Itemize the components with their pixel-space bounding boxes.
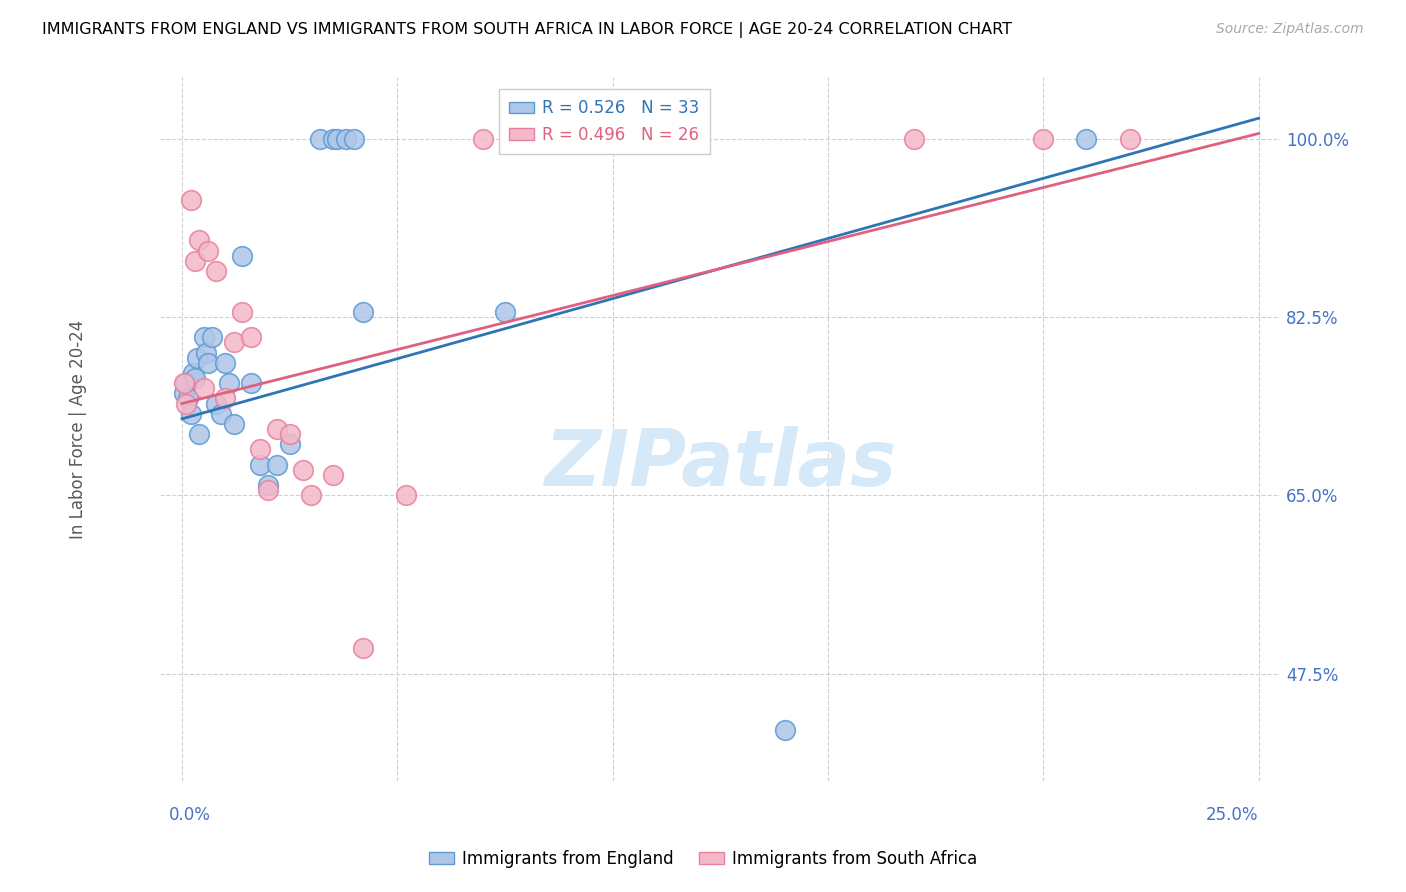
Point: [322, 467, 344, 482]
Point: [214, 356, 236, 370]
Point: [184, 371, 207, 385]
Point: [231, 305, 253, 319]
Point: [173, 386, 195, 401]
Point: [222, 335, 245, 350]
Point: [352, 641, 374, 656]
Point: [186, 351, 208, 365]
Point: [266, 458, 288, 472]
Point: [180, 407, 202, 421]
Point: [326, 131, 349, 145]
Text: Source: ZipAtlas.com: Source: ZipAtlas.com: [1216, 22, 1364, 37]
Point: [231, 249, 253, 263]
Point: [181, 366, 204, 380]
Point: [257, 483, 280, 498]
Point: [222, 417, 245, 431]
Point: [214, 392, 236, 406]
Point: [188, 234, 211, 248]
Point: [494, 305, 516, 319]
Point: [352, 305, 374, 319]
Point: [205, 264, 228, 278]
Point: [201, 330, 224, 344]
Point: [173, 376, 195, 391]
Point: [205, 396, 228, 410]
Point: [257, 478, 280, 492]
Legend: Immigrants from England, Immigrants from South Africa: Immigrants from England, Immigrants from…: [422, 844, 984, 875]
Point: [177, 392, 200, 406]
Point: [184, 253, 207, 268]
Text: In Labor Force | Age 20-24: In Labor Force | Age 20-24: [69, 319, 87, 539]
Text: ZIPatlas: ZIPatlas: [544, 426, 897, 502]
Point: [278, 437, 301, 451]
Point: [278, 427, 301, 442]
Point: [623, 131, 645, 145]
Text: 25.0%: 25.0%: [1206, 806, 1258, 824]
Point: [249, 458, 271, 472]
Point: [239, 376, 262, 391]
Point: [266, 422, 288, 436]
Point: [1118, 131, 1140, 145]
Point: [249, 442, 271, 457]
Point: [299, 488, 322, 502]
Point: [291, 463, 314, 477]
Point: [472, 131, 495, 145]
Point: [322, 131, 344, 145]
Point: [209, 407, 232, 421]
Text: IMMIGRANTS FROM ENGLAND VS IMMIGRANTS FROM SOUTH AFRICA IN LABOR FORCE | AGE 20-: IMMIGRANTS FROM ENGLAND VS IMMIGRANTS FR…: [42, 22, 1012, 38]
Point: [343, 131, 366, 145]
Point: [516, 131, 538, 145]
Point: [218, 376, 240, 391]
Point: [1032, 131, 1054, 145]
Point: [1076, 131, 1098, 145]
Point: [180, 193, 202, 207]
Point: [188, 427, 211, 442]
Point: [395, 488, 418, 502]
Point: [773, 723, 796, 737]
Point: [197, 244, 219, 258]
Legend: R = 0.526   N = 33, R = 0.496   N = 26: R = 0.526 N = 33, R = 0.496 N = 26: [499, 89, 710, 153]
Point: [193, 381, 215, 395]
Point: [239, 330, 262, 344]
Point: [903, 131, 925, 145]
Point: [197, 356, 219, 370]
Point: [176, 376, 198, 391]
Point: [176, 396, 198, 410]
Point: [308, 131, 330, 145]
Point: [194, 345, 217, 359]
Text: 0.0%: 0.0%: [169, 806, 211, 824]
Point: [335, 131, 357, 145]
Point: [193, 330, 215, 344]
